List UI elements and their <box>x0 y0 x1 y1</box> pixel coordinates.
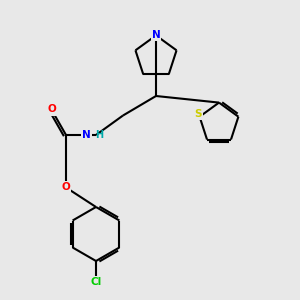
Text: Cl: Cl <box>90 277 102 287</box>
Text: O: O <box>47 104 56 115</box>
Text: O: O <box>61 182 70 193</box>
Text: S: S <box>194 109 202 119</box>
Text: N: N <box>152 30 160 40</box>
Text: N: N <box>82 130 91 140</box>
Text: H: H <box>95 130 104 140</box>
